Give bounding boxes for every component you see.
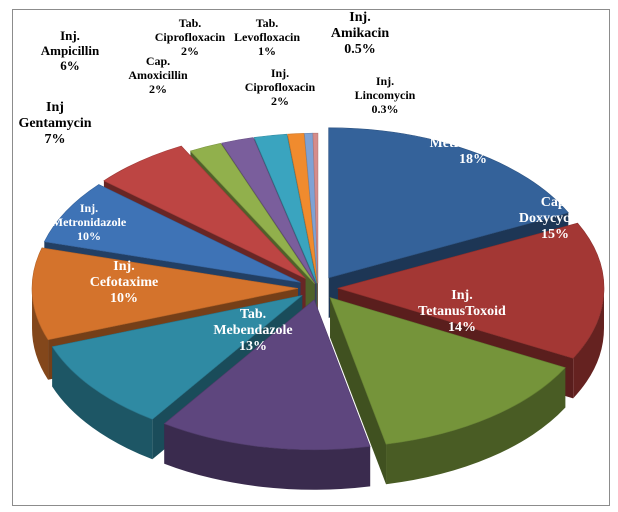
- pie-slice: [328, 127, 569, 279]
- slice-data-label: Cap. Doxycycline 15%: [519, 195, 591, 242]
- slice-rim: [52, 346, 153, 460]
- slice-data-label: Inj Gentamycin 7%: [18, 100, 91, 147]
- pie-slice: [253, 133, 317, 284]
- slice-rim: [164, 423, 371, 490]
- slice-data-label: Inj. Lincomycin 0.3%: [355, 74, 416, 116]
- pie-labels: Tab. Metronidazole 18%Cap. Doxycycline 15% In…: [18, 10, 591, 354]
- slice-data-label: Inj. Ciprofloxacin 2%: [245, 66, 316, 108]
- slice-data-label: Inj. Amikacin 0.5%: [331, 10, 390, 57]
- slice-rim: [386, 367, 566, 485]
- slice-data-label: Inj. Cefotaxime 10%: [90, 259, 158, 306]
- slice-data-label: Cap. Amoxicillin 2%: [128, 54, 188, 96]
- pie-slice: [103, 145, 306, 279]
- pie-slice: [31, 247, 299, 341]
- slice-data-label: Tab. Mebendazole 13%: [213, 307, 292, 354]
- slice-data-label: Tab. Metronidazole 18%: [430, 120, 517, 167]
- pie-slice: [43, 184, 301, 283]
- slice-side: [330, 297, 387, 485]
- pie-slice: [336, 222, 605, 359]
- pie-slice: [163, 299, 371, 451]
- pie-slice: [189, 142, 315, 284]
- pie-slice: [221, 137, 316, 284]
- slice-rim: [573, 288, 604, 399]
- slice-data-label: Inj. TetanusToxoid 14%: [418, 288, 506, 335]
- slice-data-label: Inj. Ampicillin 6%: [41, 28, 100, 73]
- pie-slice: [51, 295, 303, 420]
- slice-data-label: Tab. Levofloxacin 1%: [234, 16, 300, 58]
- slice-rim: [32, 288, 49, 380]
- pie-slice: [287, 133, 318, 284]
- pie-slice: [312, 132, 319, 284]
- pie-tops: [31, 127, 605, 451]
- slice-data-label: Inj. Metronidazole 10%: [52, 201, 127, 243]
- slice-data-label: Tab. Ciprofloxacin 2%: [155, 16, 226, 58]
- pie-slice: [329, 297, 566, 445]
